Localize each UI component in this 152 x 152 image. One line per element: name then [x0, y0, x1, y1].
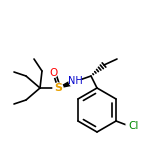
Text: Cl: Cl — [129, 121, 139, 131]
Text: S: S — [54, 83, 62, 93]
Circle shape — [126, 118, 142, 134]
Circle shape — [69, 75, 81, 87]
Polygon shape — [58, 79, 75, 88]
Text: O: O — [49, 68, 57, 78]
Circle shape — [48, 69, 57, 78]
Text: NH: NH — [68, 76, 82, 86]
Circle shape — [53, 83, 63, 93]
